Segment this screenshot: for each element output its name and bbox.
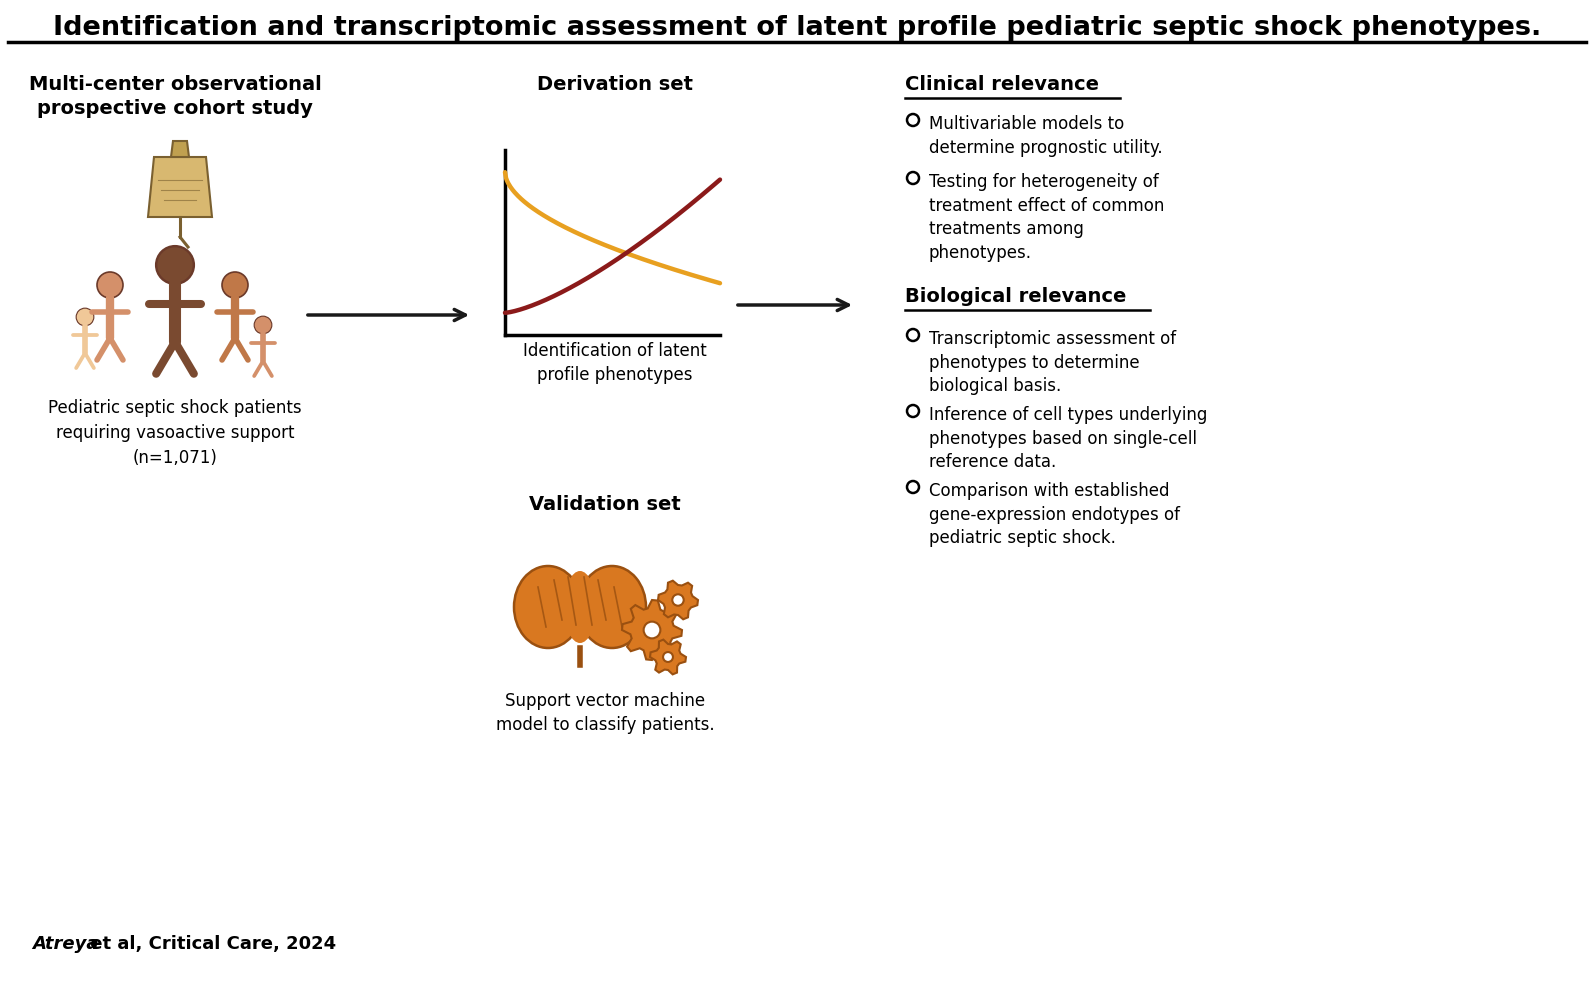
Polygon shape <box>658 581 698 620</box>
Circle shape <box>253 316 273 334</box>
Text: Clinical relevance: Clinical relevance <box>905 75 1098 94</box>
Text: Atreya: Atreya <box>32 935 99 953</box>
Polygon shape <box>650 639 685 675</box>
Text: Identification of latent
profile phenotypes: Identification of latent profile phenoty… <box>523 342 706 384</box>
Text: Support vector machine
model to classify patients.: Support vector machine model to classify… <box>496 692 714 734</box>
Ellipse shape <box>513 566 582 648</box>
Text: Transcriptomic assessment of
phenotypes to determine
biological basis.: Transcriptomic assessment of phenotypes … <box>929 330 1176 395</box>
Text: Multi-center observational
prospective cohort study: Multi-center observational prospective c… <box>29 75 322 118</box>
Circle shape <box>673 594 684 606</box>
Polygon shape <box>148 157 212 217</box>
Circle shape <box>222 272 249 298</box>
Polygon shape <box>171 141 190 157</box>
Circle shape <box>907 114 920 126</box>
Text: et al, Critical Care, 2024: et al, Critical Care, 2024 <box>84 935 336 953</box>
Text: Testing for heterogeneity of
treatment effect of common
treatments among
phenoty: Testing for heterogeneity of treatment e… <box>929 173 1164 262</box>
Circle shape <box>907 172 920 184</box>
Circle shape <box>907 329 920 341</box>
Circle shape <box>77 308 94 326</box>
Text: Multivariable models to
determine prognostic utility.: Multivariable models to determine progno… <box>929 115 1162 157</box>
Circle shape <box>663 652 673 662</box>
Circle shape <box>97 272 123 298</box>
Text: Inference of cell types underlying
phenotypes based on single-cell
reference dat: Inference of cell types underlying pheno… <box>929 406 1207 471</box>
Ellipse shape <box>564 571 596 643</box>
Polygon shape <box>622 600 682 660</box>
Text: Derivation set: Derivation set <box>537 75 693 94</box>
Text: Identification and transcriptomic assessment of latent profile pediatric septic : Identification and transcriptomic assess… <box>53 15 1541 41</box>
Ellipse shape <box>579 566 646 648</box>
Text: Comparison with established
gene-expression endotypes of
pediatric septic shock.: Comparison with established gene-express… <box>929 482 1180 548</box>
Circle shape <box>644 622 660 638</box>
Text: Validation set: Validation set <box>529 495 681 514</box>
Circle shape <box>907 405 920 417</box>
Text: Pediatric septic shock patients
requiring vasoactive support
(n=1,071): Pediatric septic shock patients requirin… <box>48 399 301 467</box>
Circle shape <box>156 246 194 284</box>
Circle shape <box>907 481 920 493</box>
Text: Biological relevance: Biological relevance <box>905 287 1127 306</box>
